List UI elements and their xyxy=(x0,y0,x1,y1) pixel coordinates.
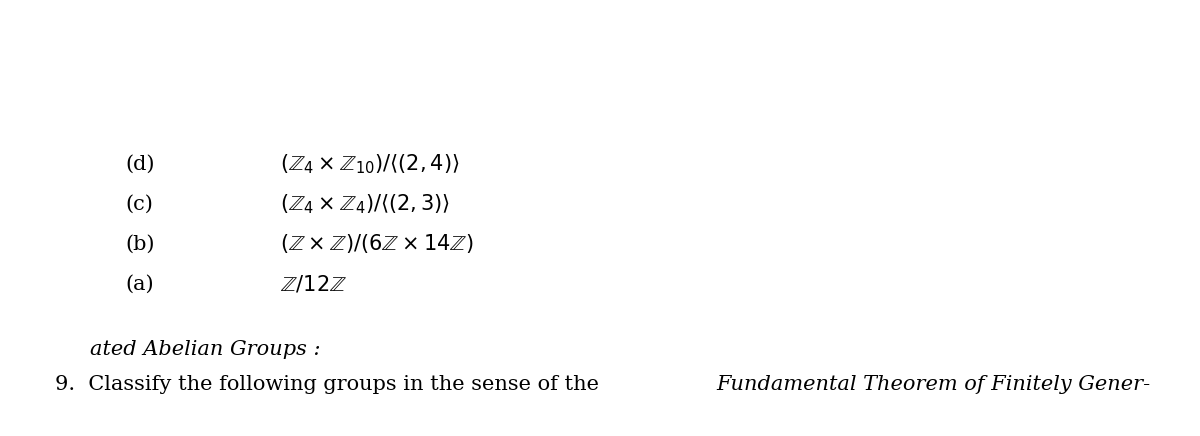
Text: $(\mathbb{Z}_4 \times \mathbb{Z}_{10})/\langle(2, 4)\rangle$: $(\mathbb{Z}_4 \times \mathbb{Z}_{10})/\… xyxy=(280,152,460,176)
Text: (d): (d) xyxy=(125,155,155,174)
Text: (c): (c) xyxy=(125,195,152,214)
Text: 9.  Classify the following groups in the sense of the: 9. Classify the following groups in the … xyxy=(55,375,606,394)
Text: (b): (b) xyxy=(125,235,155,254)
Text: Fundamental Theorem of Finitely Gener-: Fundamental Theorem of Finitely Gener- xyxy=(716,375,1150,394)
Text: ated Abelian Groups :: ated Abelian Groups : xyxy=(90,340,320,359)
Text: $\mathbb{Z}/12\mathbb{Z}$: $\mathbb{Z}/12\mathbb{Z}$ xyxy=(280,273,347,294)
Text: $(\mathbb{Z}_4 \times \mathbb{Z}_4)/\langle(2, 3)\rangle$: $(\mathbb{Z}_4 \times \mathbb{Z}_4)/\lan… xyxy=(280,192,450,215)
Text: (a): (a) xyxy=(125,275,154,294)
Text: $(\mathbb{Z} \times \mathbb{Z})/(6\mathbb{Z} \times 14\mathbb{Z})$: $(\mathbb{Z} \times \mathbb{Z})/(6\mathb… xyxy=(280,232,474,255)
